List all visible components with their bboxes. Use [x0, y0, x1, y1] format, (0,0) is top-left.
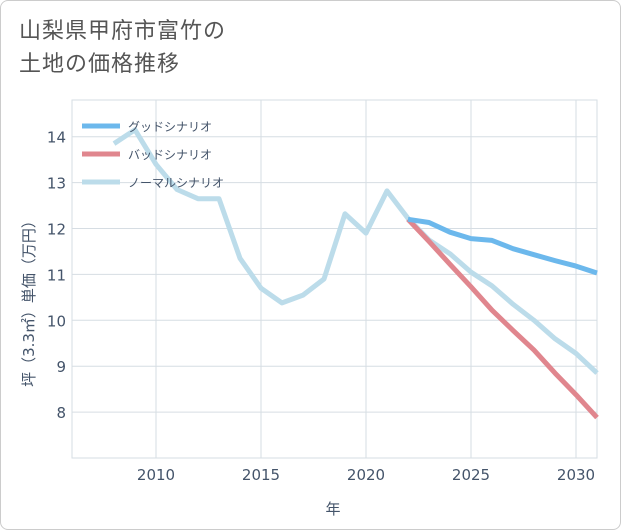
- chart-title: 山梨県甲府市富竹の 土地の価格推移: [19, 15, 539, 81]
- y-tick-label: 14: [47, 129, 66, 147]
- chart-title-line-2: 土地の価格推移: [19, 52, 181, 77]
- plot-area: [71, 99, 598, 459]
- y-tick-label: 11: [47, 266, 66, 284]
- series-line-2: [406, 217, 599, 420]
- x-tick-label: 2015: [242, 466, 280, 484]
- y-tick-label: 12: [47, 221, 66, 239]
- y-tick-labels: 8 9 10 11 12 13 14: [47, 129, 66, 422]
- legend-label: グッドシナリオ: [128, 120, 212, 134]
- y-tick-label: 10: [47, 312, 66, 330]
- series-line-3: [112, 127, 599, 375]
- x-tick-label: 2030: [557, 466, 595, 484]
- y-tick-label: 13: [47, 175, 66, 193]
- y-axis-label: 坪（3.3㎡）単価（万円）: [20, 213, 38, 387]
- x-tick-label: 2025: [452, 466, 490, 484]
- chart-title-line-1: 山梨県甲府市富竹の: [19, 19, 227, 44]
- x-tick-label: 2010: [137, 466, 175, 484]
- x-axis-label: 年: [325, 500, 340, 518]
- x-tick-label: 2020: [347, 466, 385, 484]
- grid-lines: [71, 99, 598, 459]
- x-tick-labels: 2010 2015 2020 2025 2030: [137, 466, 595, 484]
- y-tick-label: 8: [56, 404, 66, 422]
- y-tick-label: 9: [56, 358, 66, 376]
- series-line-1: [407, 216, 598, 276]
- legend-label: バッドシナリオ: [128, 148, 212, 162]
- series-lines: [112, 127, 599, 420]
- legend-label: ノーマルシナリオ: [128, 176, 224, 190]
